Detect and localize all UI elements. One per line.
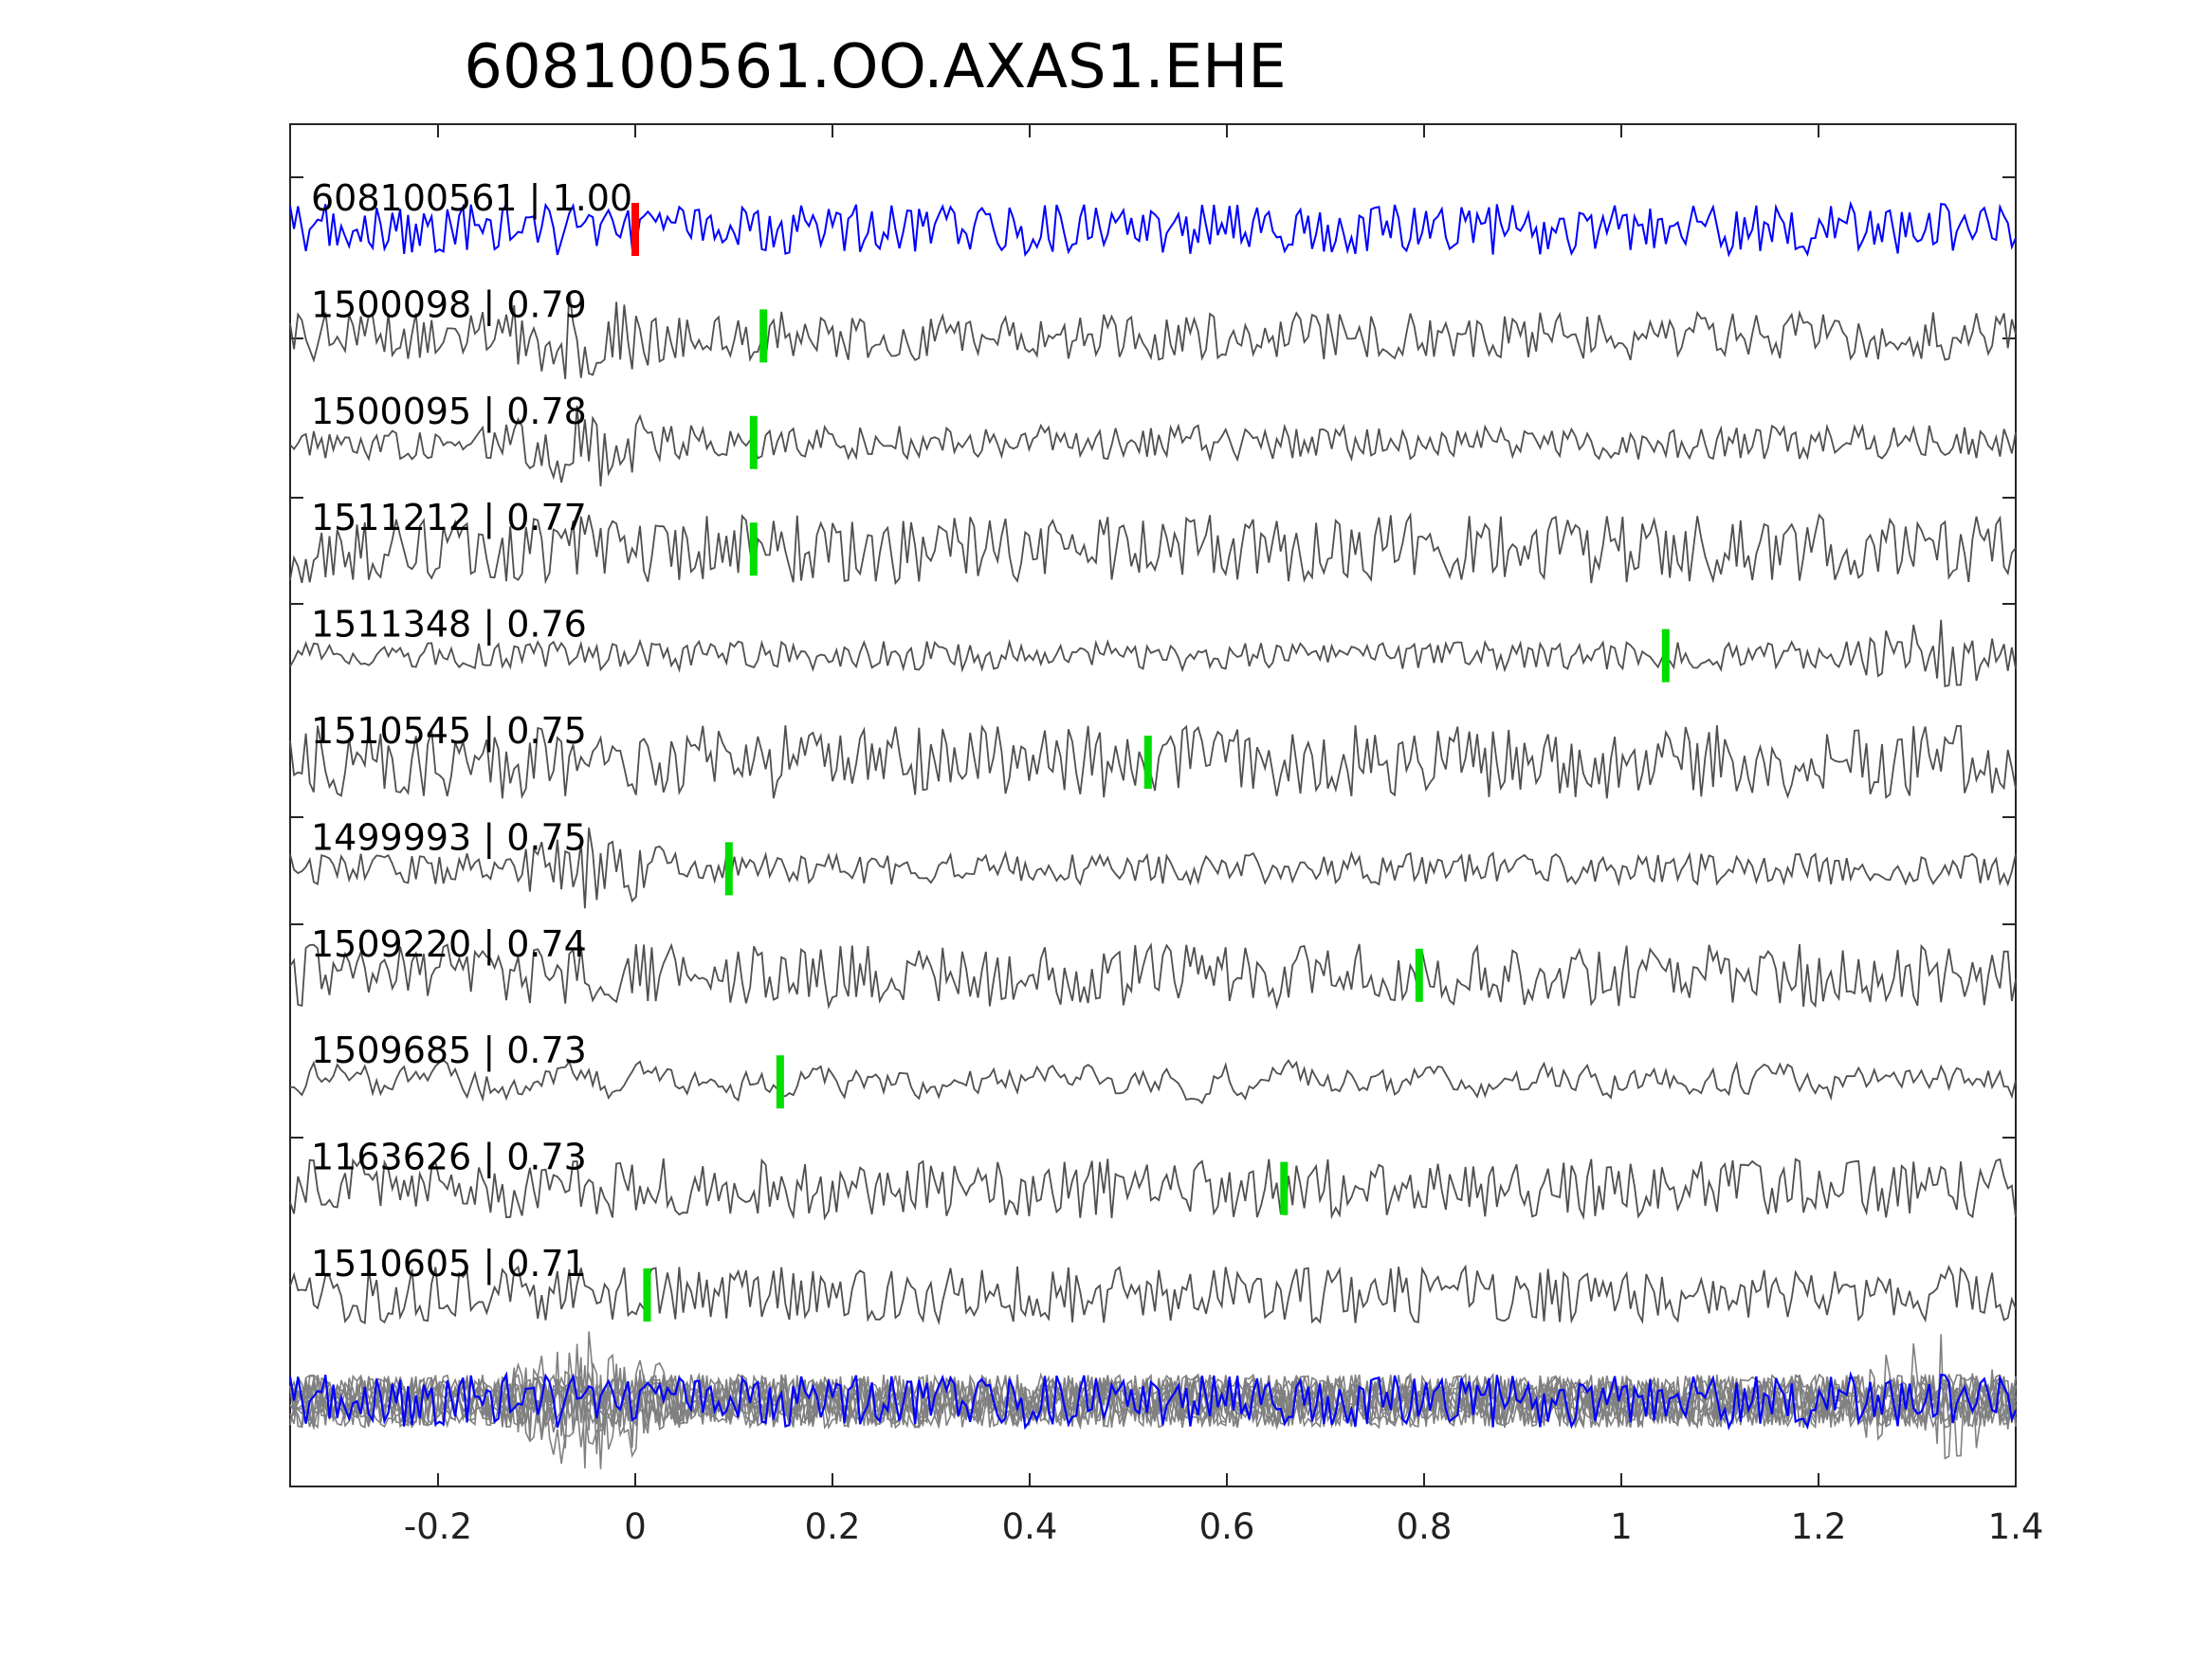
trace-row: 1163626 | 0.73 bbox=[289, 1137, 2017, 1221]
x-tick-label: 0.6 bbox=[1199, 1506, 1255, 1547]
trace-label: 1510605 | 0.71 bbox=[311, 1243, 587, 1285]
match-trace bbox=[289, 827, 2017, 909]
stack-match-trace bbox=[289, 1374, 2017, 1431]
trace-row: 1510545 | 0.75 bbox=[289, 710, 2017, 799]
trace-label: 1510545 | 0.75 bbox=[311, 710, 587, 753]
match-trace bbox=[289, 1264, 2017, 1326]
match-trace bbox=[289, 405, 2017, 487]
match-trace bbox=[289, 619, 2017, 688]
stack-match-trace bbox=[289, 1372, 2017, 1430]
trace-row: 1500095 | 0.78 bbox=[289, 391, 2017, 487]
plot-area: -0.2 0 0.2 0.4 0.6 0.8 1 1.2 1.4 608100561 | 1.00… bbox=[288, 123, 2044, 1547]
match-trace bbox=[289, 512, 2017, 586]
x-tick-label: 0.4 bbox=[1002, 1506, 1058, 1547]
stack-match-trace bbox=[289, 1373, 2017, 1431]
trace-label: 1163626 | 0.73 bbox=[311, 1137, 587, 1179]
trace-label: 1500098 | 0.79 bbox=[311, 283, 587, 326]
trace-row: 1511212 | 0.77 bbox=[289, 497, 2017, 586]
x-tick-label: 1.4 bbox=[1988, 1506, 2044, 1547]
trace-label: 1509685 | 0.73 bbox=[311, 1030, 587, 1072]
trace-label: 1509220 | 0.74 bbox=[311, 923, 587, 966]
trace-label: 1511212 | 0.77 bbox=[311, 497, 587, 539]
x-tick-label: 0.2 bbox=[805, 1506, 861, 1547]
x-tick-label: -0.2 bbox=[404, 1506, 472, 1547]
trace-row: 1500098 | 0.79 bbox=[289, 283, 2017, 379]
x-tick-label: 0 bbox=[624, 1506, 647, 1547]
trace-row: 608100561 | 1.00 bbox=[289, 177, 2017, 258]
match-trace bbox=[289, 291, 2017, 379]
trace-row: 1499993 | 0.75 bbox=[289, 816, 2017, 909]
match-trace bbox=[289, 1158, 2017, 1221]
trace-label: 608100561 | 1.00 bbox=[311, 177, 632, 220]
chart-title: 608100561.OO.AXAS1.EHE bbox=[464, 32, 1286, 102]
trace-label: 1500095 | 0.78 bbox=[311, 391, 587, 433]
trace-row: 1511348 | 0.76 bbox=[289, 604, 2017, 688]
trace-label: 1499993 | 0.75 bbox=[311, 816, 587, 859]
x-tick-label: 1.2 bbox=[1791, 1506, 1847, 1547]
trace-row: 1509220 | 0.74 bbox=[289, 923, 2017, 1010]
stack-overlay bbox=[288, 1331, 2018, 1469]
trace-row: 1509685 | 0.73 bbox=[290, 1030, 2017, 1109]
trace-row: 1510605 | 0.71 bbox=[289, 1243, 2017, 1326]
match-trace bbox=[289, 724, 2017, 799]
match-trace bbox=[290, 1058, 2017, 1104]
template-trace bbox=[289, 200, 2017, 258]
x-tick-label: 1 bbox=[1610, 1506, 1633, 1547]
match-trace bbox=[289, 942, 2017, 1010]
stack-template-trace bbox=[288, 1371, 2018, 1431]
x-tick-label: 0.8 bbox=[1397, 1506, 1453, 1547]
trace-label: 1511348 | 0.76 bbox=[311, 604, 587, 647]
axes-frame bbox=[289, 123, 2017, 1487]
